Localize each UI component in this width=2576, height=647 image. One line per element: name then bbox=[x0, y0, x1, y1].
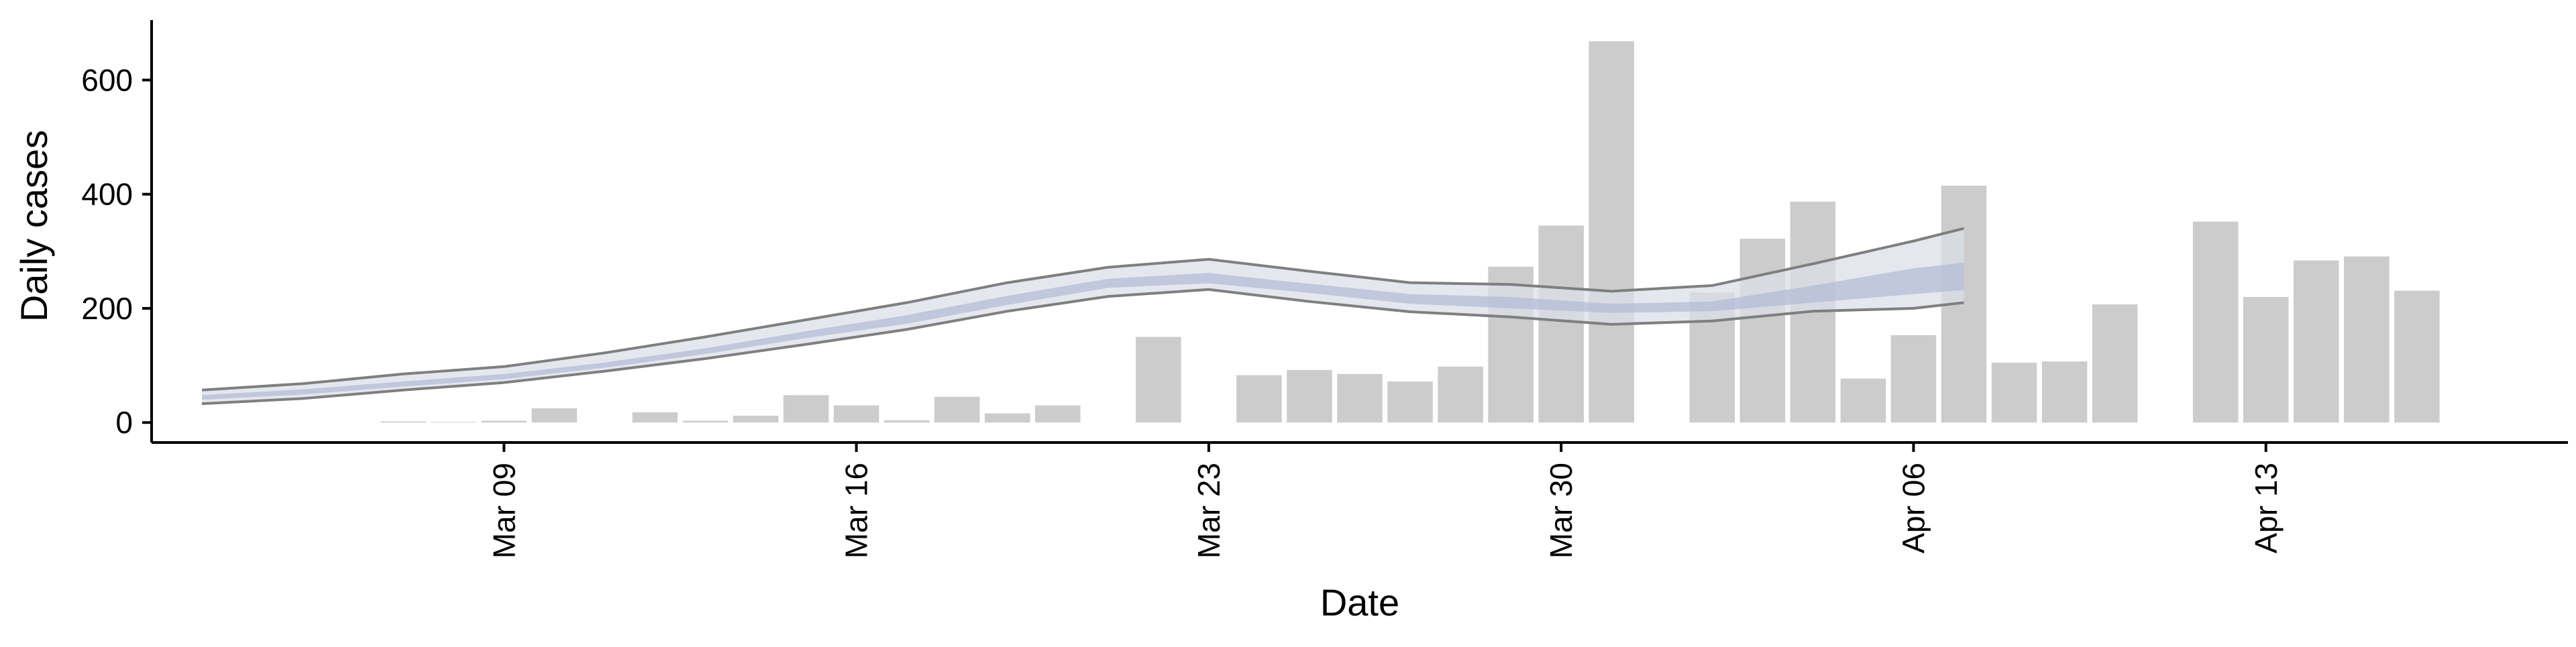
bar bbox=[833, 405, 879, 423]
axes-layer bbox=[150, 20, 2568, 444]
bar bbox=[1136, 337, 1181, 423]
bar bbox=[733, 415, 779, 423]
bar bbox=[1991, 362, 2037, 423]
y-tick-label: 0 bbox=[115, 405, 133, 440]
x-tick-label: Apr 06 bbox=[1896, 463, 1931, 554]
bar bbox=[1739, 239, 1786, 423]
x-axis-title: Date bbox=[1320, 581, 1399, 624]
bar bbox=[531, 408, 578, 423]
bars-layer bbox=[380, 41, 2440, 423]
bar bbox=[1287, 369, 1332, 423]
bar bbox=[2243, 296, 2289, 423]
bar bbox=[1840, 378, 1886, 423]
bar bbox=[1538, 225, 1584, 423]
x-tick-label: Apr 13 bbox=[2249, 463, 2284, 554]
bar bbox=[2394, 290, 2440, 423]
x-tick-label: Mar 23 bbox=[1191, 463, 1226, 558]
bar bbox=[1387, 381, 1433, 423]
bar bbox=[783, 395, 829, 423]
bar bbox=[2192, 221, 2239, 423]
y-axis-title: Daily cases bbox=[13, 130, 55, 322]
bar bbox=[883, 420, 930, 423]
bar bbox=[2092, 304, 2138, 423]
bar bbox=[1589, 41, 1634, 423]
x-ticks: Mar 09 Mar 16 Mar 23 Mar 30 Apr 06 Apr 13 bbox=[486, 443, 2284, 558]
bar bbox=[2344, 256, 2390, 423]
bar bbox=[1236, 375, 1282, 423]
bar bbox=[984, 413, 1030, 423]
bar bbox=[1337, 373, 1383, 423]
bar bbox=[481, 420, 527, 423]
y-tick-label: 600 bbox=[81, 62, 133, 97]
x-tick-label: Mar 09 bbox=[486, 463, 521, 558]
inner-interval-band bbox=[202, 262, 1964, 400]
upper-bound-line bbox=[201, 227, 1964, 392]
y-tick-label: 200 bbox=[81, 291, 133, 326]
bar bbox=[1890, 335, 1937, 423]
bar bbox=[1438, 366, 1483, 423]
bar bbox=[2041, 361, 2088, 423]
bar bbox=[380, 421, 426, 423]
bar bbox=[1034, 405, 1081, 423]
bar bbox=[682, 420, 729, 423]
lower-bound-line bbox=[201, 288, 1964, 406]
x-tick-label: Mar 16 bbox=[839, 463, 874, 558]
y-ticks: 0 200 400 600 bbox=[81, 62, 152, 440]
bar bbox=[934, 396, 980, 423]
bar bbox=[2294, 260, 2339, 423]
estimate-band-layer bbox=[201, 227, 1964, 406]
y-tick-label: 400 bbox=[81, 177, 133, 212]
bar bbox=[632, 412, 678, 423]
x-tick-label: Mar 30 bbox=[1544, 463, 1578, 558]
